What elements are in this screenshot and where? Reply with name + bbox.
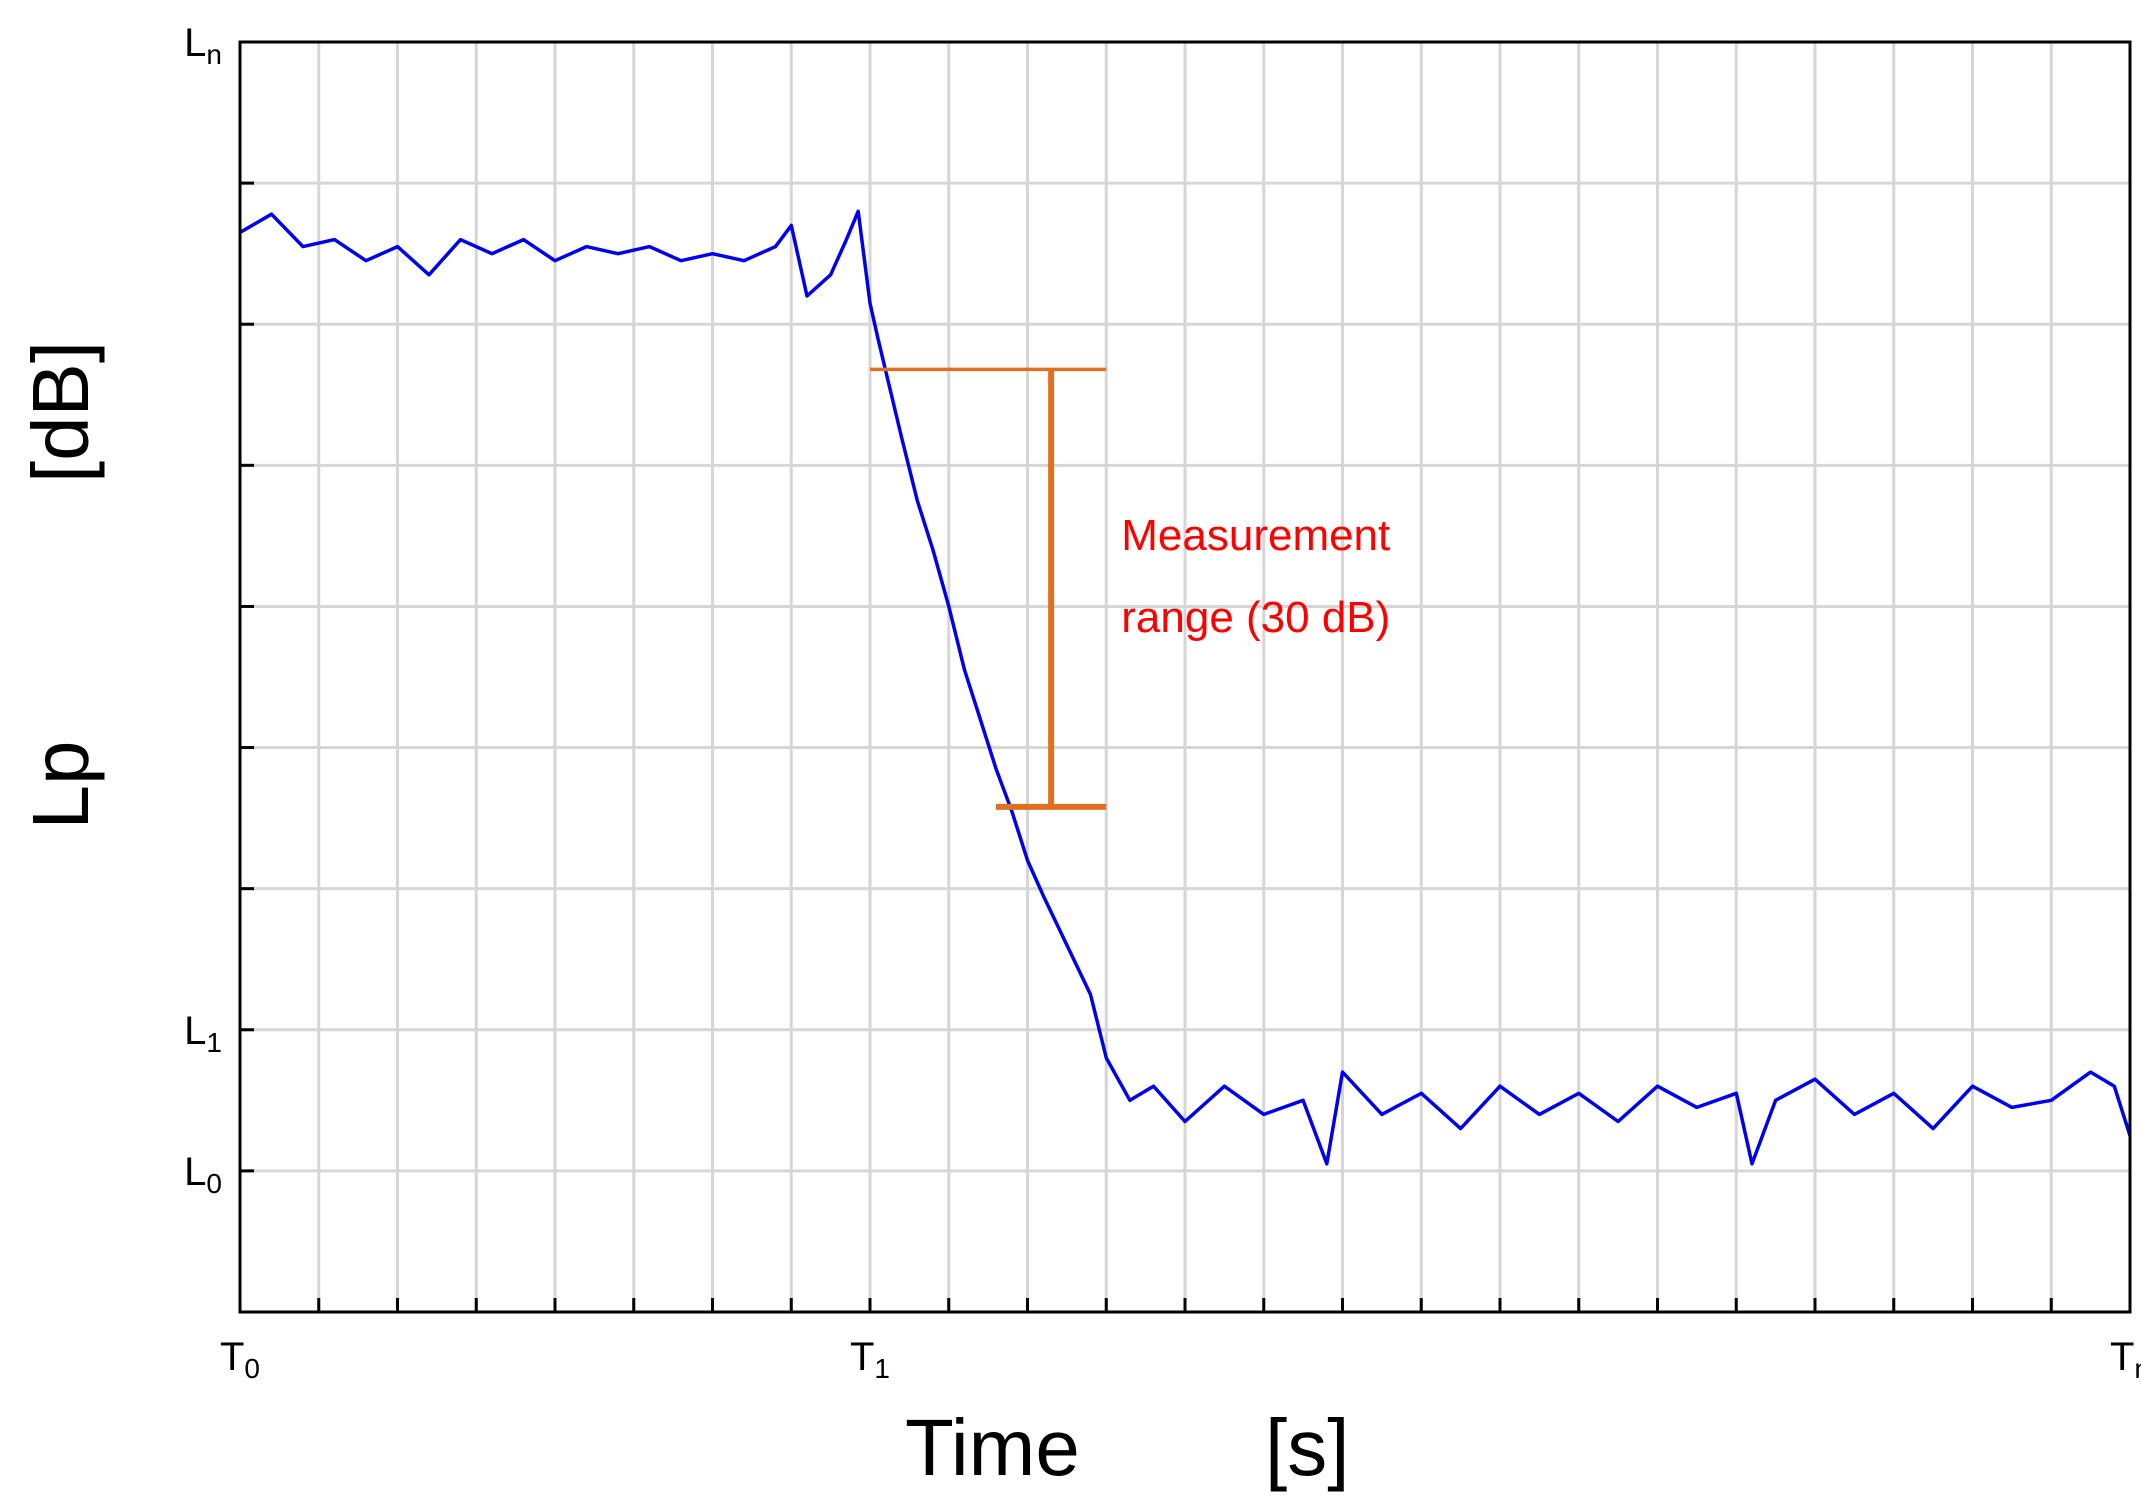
y-axis-label: Lp <box>16 741 105 830</box>
y-tick-label: Ln <box>184 21 222 70</box>
annotation-line-1: Measurement <box>1121 511 1390 560</box>
x-axis-unit: [s] <box>1265 1403 1349 1492</box>
series-layer <box>239 209 2132 1166</box>
x-tick-label: T0 <box>220 1335 260 1384</box>
x-tick-label: Tn <box>2110 1335 2141 1384</box>
y-axis-unit: [dB] <box>16 341 105 483</box>
axis-ticks: T0 T1 Tn L0 L1 Ln <box>184 21 2141 1384</box>
x-tick-label: T1 <box>850 1335 890 1384</box>
series-line-0 <box>239 209 2132 1166</box>
annotation-line-2: range (30 dB) <box>1121 593 1390 642</box>
y-tick-label: L1 <box>184 1009 222 1058</box>
grid <box>240 42 2130 1312</box>
x-axis-label: Time <box>905 1403 1080 1492</box>
annotation-layer: Measurement range (30 dB) <box>870 367 1390 810</box>
y-tick-label: L0 <box>184 1150 222 1199</box>
